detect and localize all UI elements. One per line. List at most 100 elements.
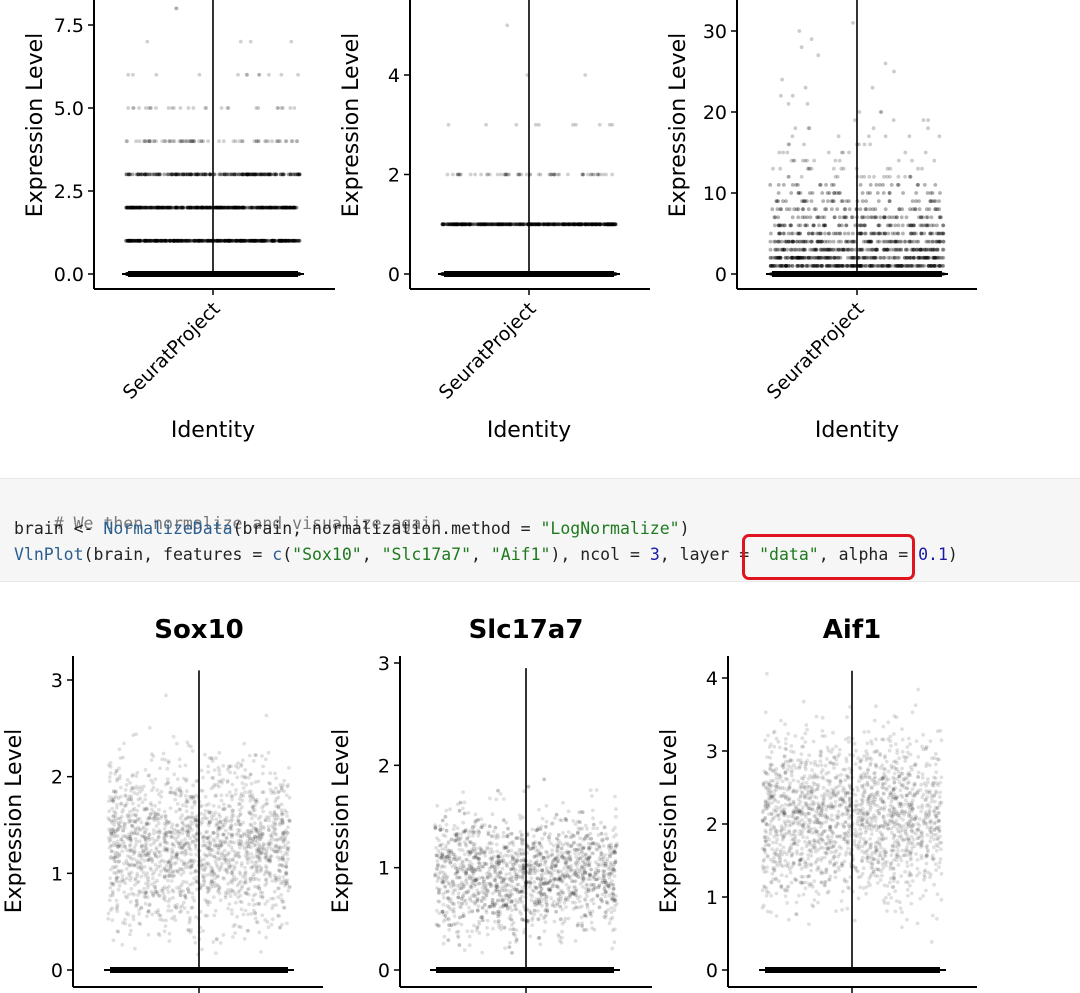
data-point — [294, 238, 299, 243]
data-point — [126, 205, 131, 210]
data-point — [262, 238, 267, 243]
y-tick-label: 7.5 — [54, 15, 84, 37]
data-point — [863, 231, 867, 236]
data-point — [168, 238, 173, 243]
data-point — [247, 238, 252, 243]
data-point — [291, 238, 295, 243]
data-point — [127, 205, 132, 210]
data-point — [208, 205, 213, 210]
data-point — [849, 215, 854, 220]
data-point — [179, 238, 184, 243]
data-point — [241, 238, 245, 243]
data-point — [826, 199, 830, 204]
data-point — [915, 255, 920, 260]
data-point — [136, 238, 141, 243]
data-point — [215, 205, 220, 210]
data-point — [220, 205, 225, 210]
data-point — [235, 205, 240, 210]
data-point — [253, 238, 258, 243]
data-point — [249, 852, 254, 856]
data-point — [269, 896, 273, 901]
data-point — [285, 921, 289, 926]
data-point — [149, 758, 154, 762]
data-point — [139, 820, 144, 825]
code-token: ( — [282, 545, 293, 564]
data-point — [142, 205, 147, 210]
code-token: (brain, features = — [83, 545, 273, 564]
data-point — [186, 238, 191, 243]
code-cell[interactable]: # We then normalize and visualize again … — [0, 478, 1080, 582]
data-point — [867, 174, 872, 179]
data-point — [929, 215, 934, 220]
data-point — [277, 877, 282, 882]
data-point — [260, 238, 265, 243]
data-point — [229, 908, 234, 913]
code-token: ) — [679, 519, 690, 538]
data-point — [142, 238, 146, 243]
data-point — [909, 223, 914, 228]
data-point — [204, 205, 209, 210]
data-point — [127, 238, 132, 243]
data-point — [279, 72, 284, 77]
data-point — [935, 247, 940, 252]
data-point — [800, 215, 805, 220]
data-point — [247, 753, 252, 758]
data-point — [253, 205, 258, 210]
data-point — [243, 908, 248, 913]
data-point — [286, 888, 291, 893]
data-point — [255, 205, 260, 210]
data-point — [278, 238, 283, 243]
data-point — [149, 205, 153, 210]
data-point — [451, 172, 455, 177]
data-point — [115, 909, 120, 914]
data-point — [916, 239, 921, 244]
data-point — [941, 239, 946, 244]
data-point — [164, 693, 168, 698]
data-point — [131, 917, 136, 922]
data-point — [149, 205, 154, 210]
data-point — [808, 247, 812, 252]
data-point — [270, 139, 274, 144]
data-point — [214, 238, 219, 243]
data-point — [241, 205, 246, 210]
data-point — [192, 238, 196, 243]
data-point — [137, 238, 142, 243]
code-number: 0.1 — [918, 545, 948, 564]
data-point — [892, 69, 896, 74]
data-point — [811, 223, 816, 228]
data-point — [284, 238, 289, 243]
data-point — [146, 909, 151, 913]
data-point — [152, 238, 157, 243]
data-point — [283, 205, 288, 210]
data-point — [236, 205, 241, 210]
data-point — [840, 199, 845, 204]
data-point — [219, 106, 224, 110]
data-point — [147, 238, 152, 243]
x-axis-label: Identity — [171, 418, 255, 443]
data-point — [781, 199, 785, 204]
data-point — [809, 255, 814, 260]
data-point — [264, 935, 268, 940]
data-point — [610, 122, 615, 127]
data-point — [151, 238, 156, 243]
data-point — [107, 898, 112, 903]
data-point — [933, 199, 938, 204]
data-point — [837, 215, 842, 220]
data-point — [195, 205, 200, 210]
data-point — [130, 205, 135, 210]
data-point — [287, 238, 291, 243]
data-point — [928, 199, 933, 204]
data-point — [175, 238, 180, 243]
data-point — [160, 205, 165, 210]
data-point — [285, 238, 290, 243]
data-point — [207, 238, 212, 243]
data-point — [158, 238, 163, 243]
data-point — [153, 238, 158, 243]
data-point — [196, 205, 200, 210]
data-point — [163, 238, 168, 243]
data-point — [171, 238, 176, 243]
data-point — [794, 255, 798, 260]
